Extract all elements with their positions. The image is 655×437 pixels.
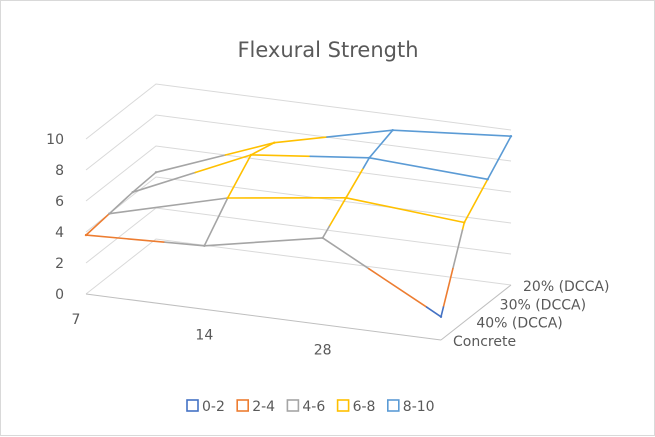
legend-swatch — [338, 400, 349, 411]
legend-label: 2-4 — [252, 399, 275, 415]
gridline-6 — [86, 146, 511, 201]
gridline-0 — [86, 239, 511, 294]
surface-edge — [86, 235, 165, 242]
surface-edge — [327, 130, 393, 137]
surface-plot — [85, 129, 512, 318]
z-tick-label: 8 — [55, 163, 64, 179]
legend-label: 4-6 — [302, 399, 325, 415]
data-point — [227, 197, 229, 199]
surface-edge — [204, 198, 227, 246]
legend: 0-2 2-4 4-6 6-8 8-10 — [187, 399, 435, 415]
z-tick-label: 6 — [55, 194, 64, 210]
data-point — [85, 234, 87, 236]
surface-edge — [156, 155, 225, 172]
data-point — [155, 171, 157, 173]
surface-edge — [323, 226, 330, 238]
data-point — [368, 157, 370, 159]
legend-swatch — [237, 400, 248, 411]
data-point — [132, 191, 134, 193]
surface-edge — [441, 307, 443, 317]
gridline-10 — [86, 84, 511, 139]
surface-edge — [204, 238, 322, 246]
data-point — [463, 221, 465, 223]
surface-edge — [346, 198, 464, 223]
z-tick-label: 10 — [46, 132, 64, 148]
surface-edge — [369, 269, 427, 307]
gridline-8 — [86, 115, 511, 170]
legend-swatch — [287, 400, 298, 411]
surface-edge — [225, 143, 274, 155]
data-point — [322, 237, 324, 239]
surface-edge — [443, 269, 453, 308]
surface-edge — [133, 173, 196, 193]
x-tick-label: 28 — [314, 343, 332, 359]
series-tick-label: 30% (DCCA) — [500, 297, 586, 313]
gridline-4 — [86, 177, 511, 232]
surface-edge — [329, 198, 346, 227]
surface-edge — [274, 137, 327, 143]
data-point — [250, 154, 252, 156]
z-tick-label: 2 — [55, 256, 64, 272]
gridline-2 — [86, 208, 511, 263]
surface-edge — [453, 230, 463, 268]
surface-edge — [251, 143, 274, 155]
gridlines — [86, 84, 511, 294]
data-point — [203, 245, 205, 247]
x-axis-line — [86, 294, 441, 340]
surface-edge — [393, 130, 511, 136]
data-point — [345, 197, 347, 199]
surface-edge — [369, 130, 392, 158]
chart-title: Flexural Strength — [237, 38, 418, 62]
surface-edge — [346, 169, 363, 198]
data-point — [108, 213, 110, 215]
data-point — [510, 135, 512, 137]
z-tick-label: 4 — [55, 225, 64, 241]
data-point — [392, 129, 394, 131]
surface-edge — [310, 156, 369, 158]
legend-label: 0-2 — [202, 399, 225, 415]
surface-edge — [427, 307, 441, 317]
data-point — [273, 142, 275, 144]
series-tick-label: 40% (DCCA) — [476, 316, 562, 332]
surface-edge — [363, 158, 370, 169]
legend-label: 6-8 — [353, 399, 376, 415]
legend-swatch — [388, 400, 399, 411]
surface-edge — [251, 155, 310, 156]
legend-swatch — [187, 400, 198, 411]
z-tick-label: 0 — [55, 287, 64, 303]
data-point — [440, 316, 442, 318]
series-tick-label: 20% (DCCA) — [523, 279, 609, 295]
data-point — [487, 178, 489, 180]
surface-edge — [464, 179, 487, 222]
surface-edge — [488, 136, 511, 179]
series-tick-label: Concrete — [453, 334, 516, 350]
legend-label: 8-10 — [403, 399, 435, 415]
x-tick-label: 7 — [72, 312, 81, 328]
x-tick-label: 14 — [195, 327, 213, 343]
surface-edge — [86, 214, 109, 235]
